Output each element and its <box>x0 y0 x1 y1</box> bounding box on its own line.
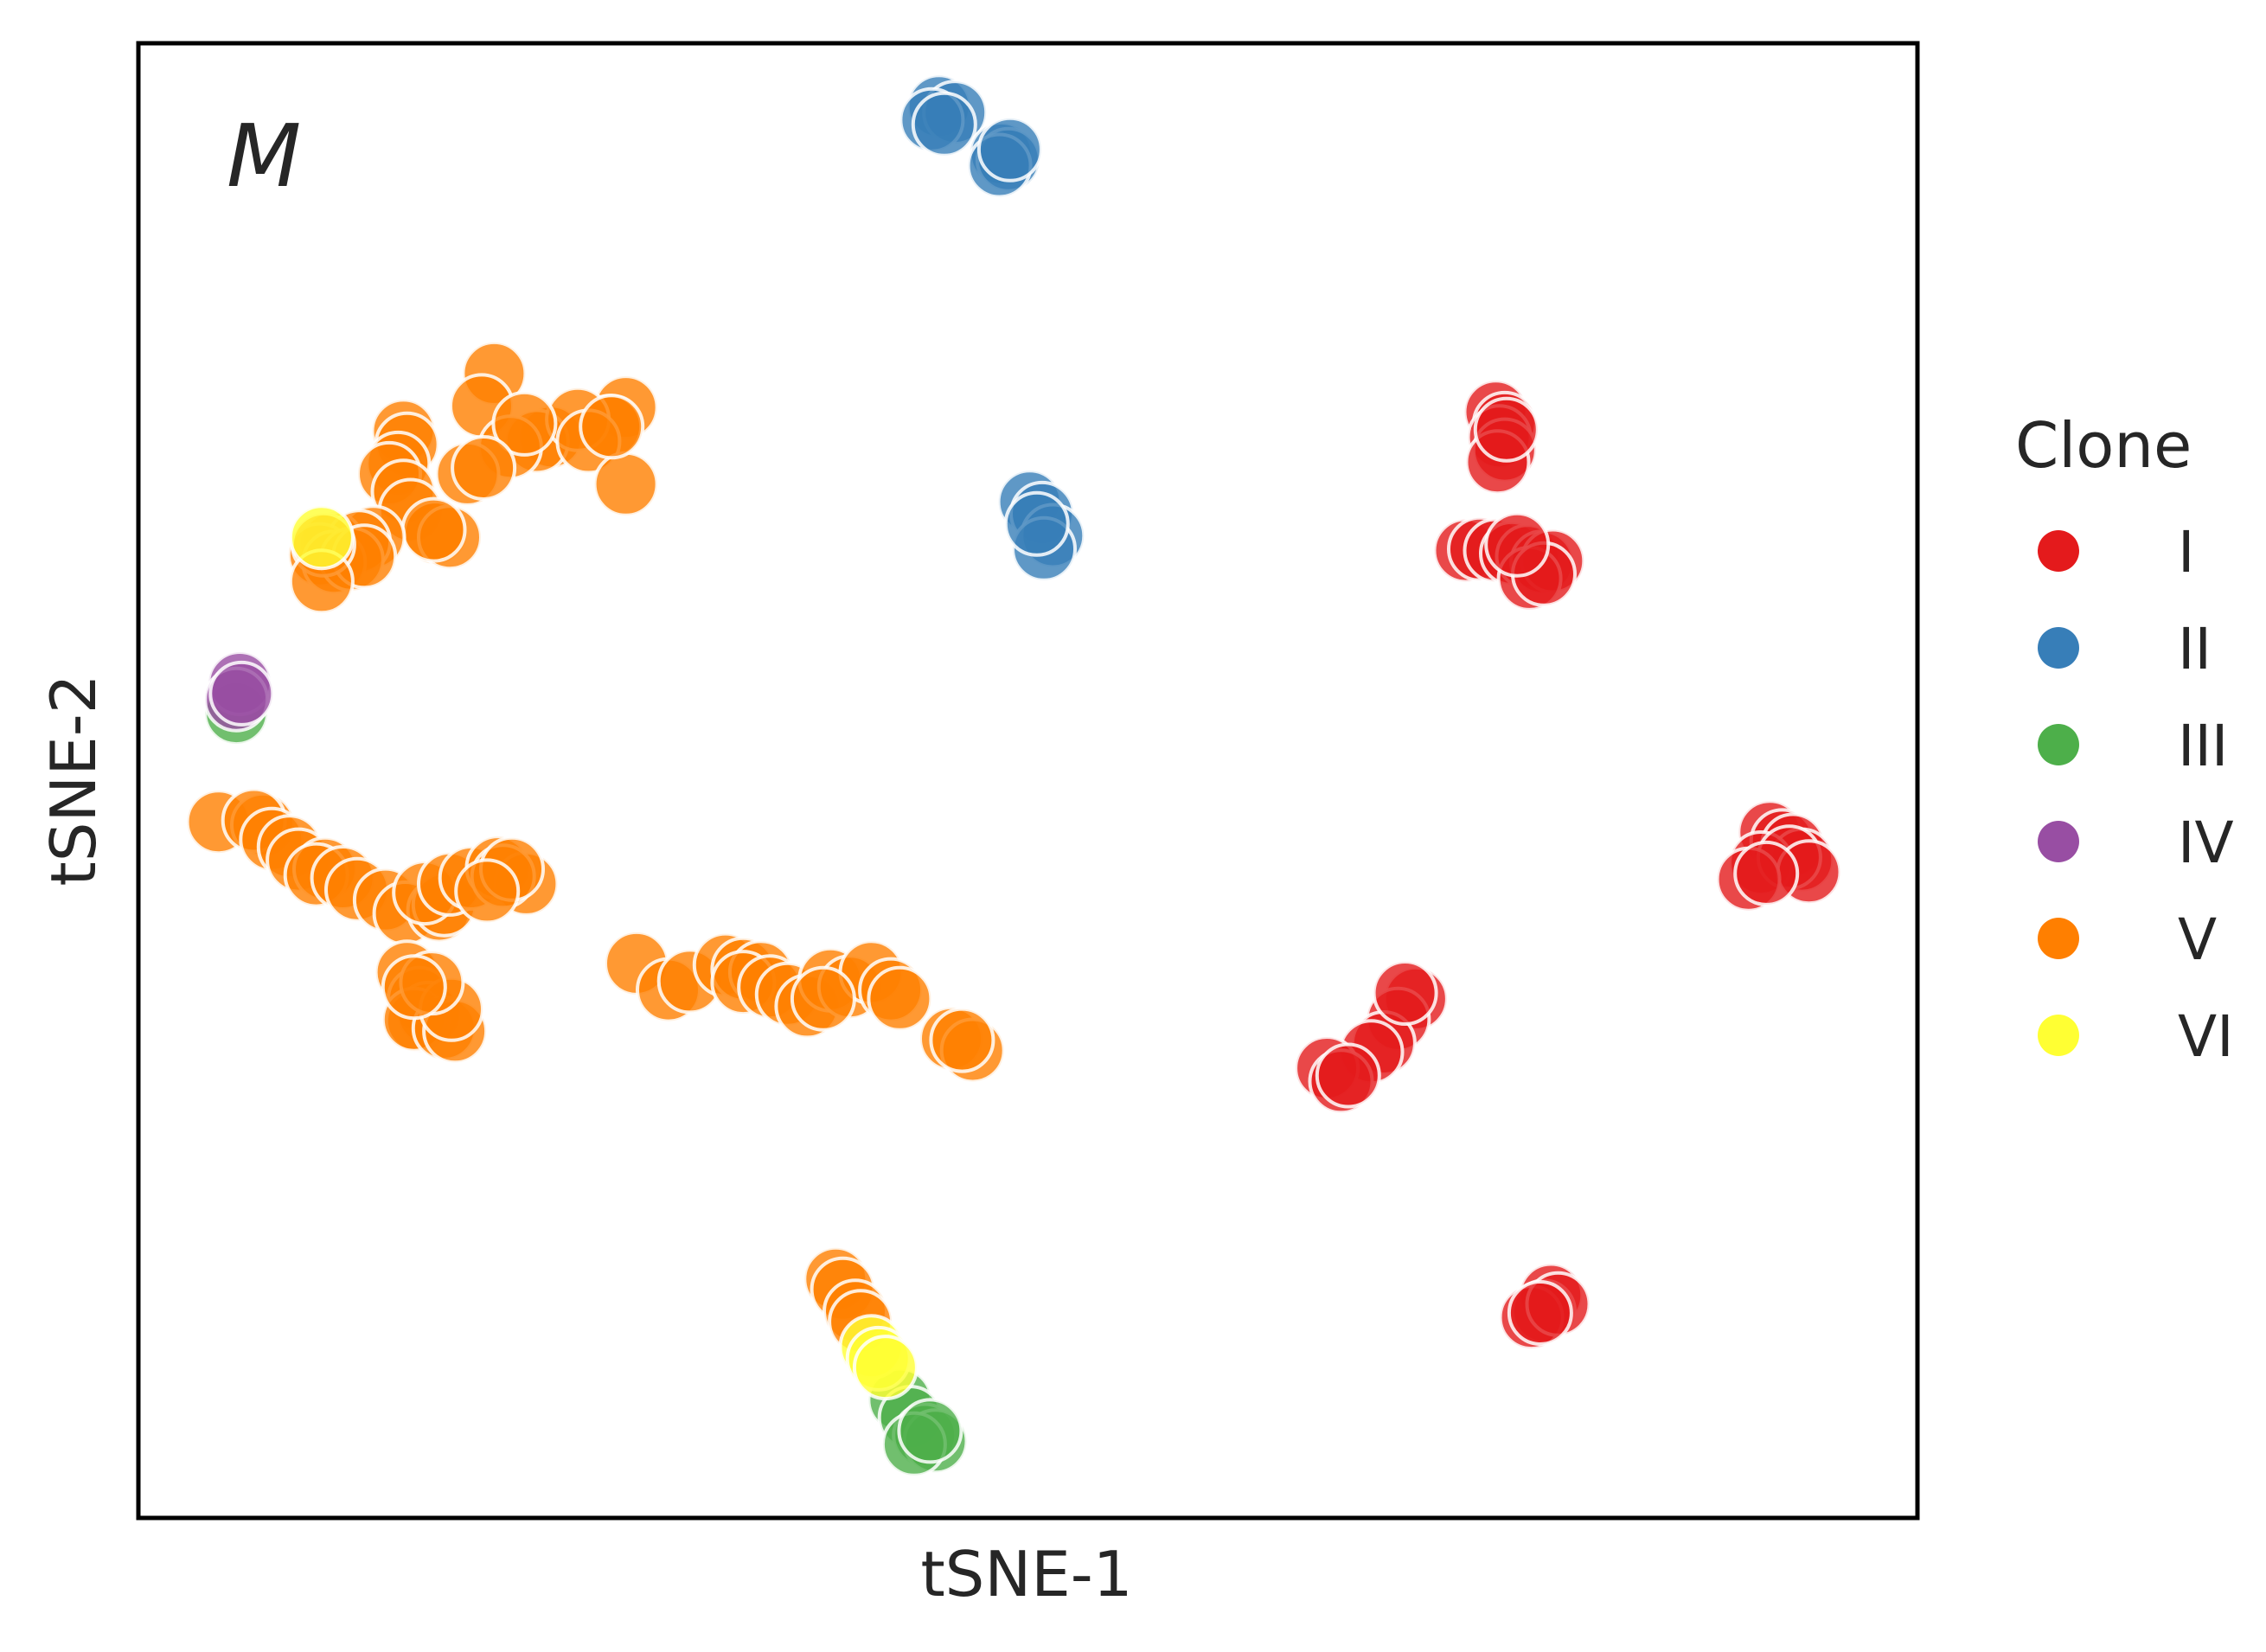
point-clone-vi-3 <box>852 1335 919 1401</box>
y-axis-label: tSNE-2 <box>37 674 110 886</box>
legend-title: Clone <box>2015 409 2192 482</box>
x-axis-label: tSNE-1 <box>920 1538 1132 1610</box>
point-clone-v-53 <box>454 858 521 925</box>
legend-marker-ii <box>2038 627 2079 669</box>
point-clone-v-8 <box>491 390 558 457</box>
point-clone-i-15 <box>1484 511 1551 578</box>
legend-label-vi: VI <box>2178 1003 2234 1070</box>
point-clone-v-79 <box>790 965 856 1032</box>
point-clone-ii-7 <box>976 116 1043 182</box>
point-clone-v-82 <box>929 1007 995 1073</box>
point-clone-v-13 <box>451 435 517 501</box>
point-clone-i-31 <box>1315 1042 1381 1109</box>
legend-label-i: I <box>2178 519 2194 586</box>
point-clone-vi-0 <box>288 504 355 571</box>
point-clone-iii-6 <box>897 1398 963 1464</box>
plot-frame <box>136 41 1920 1521</box>
legend-label-ii: II <box>2178 616 2212 682</box>
point-clone-v-10 <box>592 451 659 517</box>
point-clone-i-5 <box>1473 396 1539 463</box>
point-clone-v-78 <box>867 965 933 1032</box>
point-clone-v-22 <box>400 496 467 563</box>
legend-label-iii: III <box>2178 713 2228 779</box>
point-clone-ii-12 <box>1003 490 1070 557</box>
legend-marker-iii <box>2038 724 2079 765</box>
plot-points <box>185 74 1842 1477</box>
legend-marker-v <box>2038 918 2079 959</box>
point-clone-iv-2 <box>208 660 275 727</box>
legend-marker-iv <box>2038 821 2079 862</box>
legend-marker-vi <box>2038 1015 2079 1056</box>
point-clone-ii-3 <box>911 91 977 157</box>
legend-label-v: V <box>2178 906 2217 973</box>
legend-label-iv: IV <box>2178 810 2234 876</box>
point-clone-v-11 <box>579 394 645 460</box>
point-clone-i-32 <box>1372 960 1438 1026</box>
legend-marker-i <box>2038 530 2079 572</box>
point-clone-i-24 <box>1733 840 1800 906</box>
point-clone-v-63 <box>381 954 447 1021</box>
panel-label: M <box>227 106 301 207</box>
point-clone-i-37 <box>1507 1280 1573 1346</box>
